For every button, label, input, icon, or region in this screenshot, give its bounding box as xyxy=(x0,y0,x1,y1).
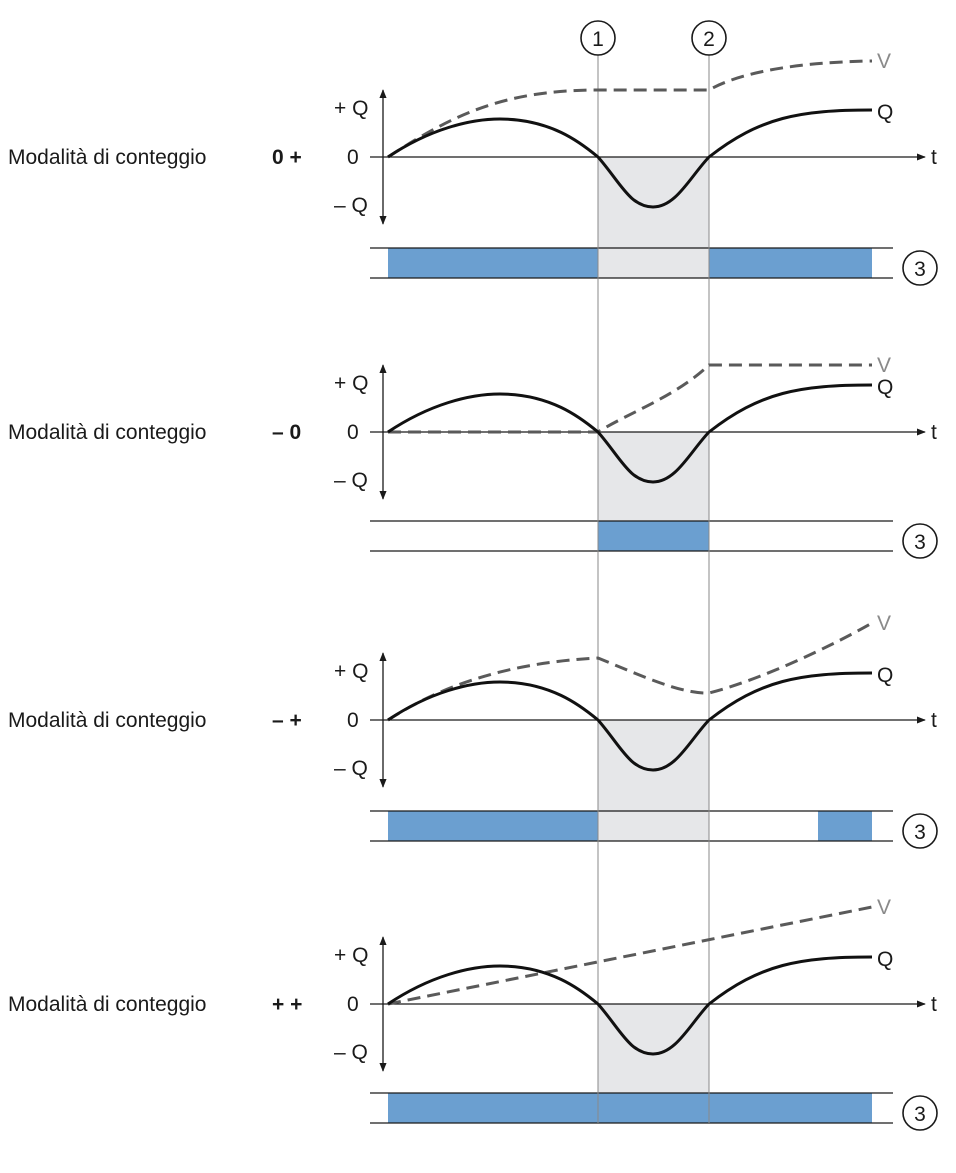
v-volume-curve xyxy=(388,363,872,434)
counting-mode-symbol: – + xyxy=(272,709,302,732)
output-marker-3-label: 3 xyxy=(914,1103,926,1126)
counting-mode-label: Modalità di conteggio xyxy=(8,421,206,444)
zero-label: 0 xyxy=(347,993,359,1016)
v-volume-curve xyxy=(387,59,873,159)
output-band-segment xyxy=(388,248,598,278)
event-marker-1-label: 1 xyxy=(592,28,604,51)
reverse-flow-shade xyxy=(598,157,709,278)
q-curve-label: Q xyxy=(877,948,893,971)
v-curve-label: V xyxy=(877,50,891,73)
minus-q-label: – Q xyxy=(334,757,368,780)
event-marker-2-label: 2 xyxy=(703,28,715,51)
q-curve-label: Q xyxy=(877,376,893,399)
q-flow-curve xyxy=(387,108,873,209)
v-curve-label: V xyxy=(877,354,891,377)
output-band-segment xyxy=(388,1093,872,1123)
counting-mode-panel: Modalità di conteggio + + + Q 0 – Q t V Q 3 xyxy=(8,896,938,1131)
v-volume-curve xyxy=(387,621,873,722)
t-axis-label: t xyxy=(931,146,937,169)
plus-q-label: + Q xyxy=(334,944,368,967)
output-band-segment xyxy=(388,811,598,841)
output-band-segment xyxy=(818,811,872,841)
q-flow-curve xyxy=(387,383,873,484)
v-volume-curve xyxy=(387,905,873,1006)
t-axis-label: t xyxy=(931,421,937,444)
output-marker-3-circle xyxy=(902,523,938,559)
output-band-segment xyxy=(709,248,872,278)
plus-q-label: + Q xyxy=(334,97,368,120)
zero-label: 0 xyxy=(347,421,359,444)
v-curve-label: V xyxy=(877,612,891,635)
q-flow-curve xyxy=(387,671,873,772)
reverse-flow-shading-layer xyxy=(598,157,709,1123)
output-marker-3-circle xyxy=(902,813,938,849)
output-band xyxy=(370,1092,893,1124)
plus-q-label: + Q xyxy=(334,372,368,395)
output-marker-3-circle xyxy=(902,250,938,286)
t-axis-label: t xyxy=(931,993,937,1016)
output-band-segment xyxy=(598,521,709,551)
counting-mode-label: Modalità di conteggio xyxy=(8,709,206,732)
event-marker-1-circle xyxy=(580,20,616,56)
zero-label: 0 xyxy=(347,146,359,169)
zero-label: 0 xyxy=(347,709,359,732)
q-curve-label: Q xyxy=(877,101,893,124)
counting-mode-symbol: 0 + xyxy=(272,146,302,169)
output-band xyxy=(370,810,893,842)
output-marker-3-circle xyxy=(902,1095,938,1131)
q-flow-curve xyxy=(387,955,873,1056)
output-marker-3-label: 3 xyxy=(914,821,926,844)
output-band xyxy=(370,520,893,552)
minus-q-label: – Q xyxy=(334,194,368,217)
panels-layer: Modalità di conteggio 0 ++ Q0– QtVQ3Modal… xyxy=(8,50,938,1131)
event-lines-layer xyxy=(597,55,710,1123)
output-bands-layer xyxy=(370,247,893,1124)
event-marker-2-circle xyxy=(691,20,727,56)
counting-mode-label: Modalità di conteggio xyxy=(8,993,206,1016)
q-curve-label: Q xyxy=(877,664,893,687)
v-curve-label: V xyxy=(877,896,891,919)
counting-mode-panel: Modalità di conteggio – + + Q 0 – Q t V Q 3 xyxy=(8,612,938,849)
t-axis-label: t xyxy=(931,709,937,732)
plus-q-label: + Q xyxy=(334,660,368,683)
counting-mode-symbol: + + xyxy=(272,993,302,1016)
counting-mode-symbol: – 0 xyxy=(272,421,301,444)
reverse-flow-shade xyxy=(598,720,709,841)
minus-q-label: – Q xyxy=(334,1041,368,1064)
event-markers: 1 2 xyxy=(580,20,727,56)
counting-mode-panel: Modalità di conteggio 0 + + Q 0 – Q t V Q 3 xyxy=(8,50,938,286)
output-band xyxy=(370,247,893,279)
minus-q-label: – Q xyxy=(334,469,368,492)
counting-mode-panel: Modalità di conteggio – 0 + Q 0 – Q t VQ 3 xyxy=(8,354,938,559)
output-marker-3-label: 3 xyxy=(914,531,926,554)
output-marker-3-label: 3 xyxy=(914,258,926,281)
counting-mode-label: Modalità di conteggio xyxy=(8,146,206,169)
